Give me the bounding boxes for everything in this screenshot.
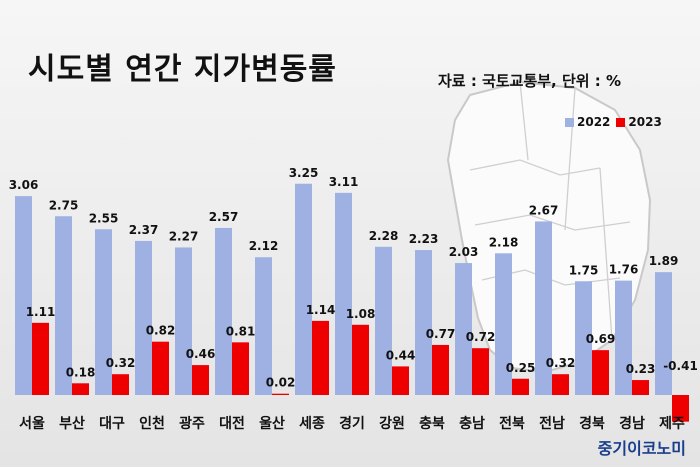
bar-2023-10: [432, 344, 449, 395]
tick-label-14: 경북: [579, 415, 605, 432]
tick-label-16: 제주: [659, 416, 685, 432]
bar-2022-9: [375, 246, 392, 395]
bar-2022-11: [455, 263, 472, 395]
tick-label-2: 대구: [99, 416, 125, 432]
data-label-2023-5: 0.81: [226, 324, 256, 338]
bar-2022-7: [295, 183, 312, 395]
bar-2023-0: [32, 322, 49, 395]
data-label-2022-7: 3.25: [289, 166, 319, 180]
brand-logo-text: 중기이코노미: [597, 439, 686, 458]
tick-label-12: 전북: [499, 415, 525, 432]
bar-2023-5: [232, 342, 249, 395]
bar-2023-3: [152, 341, 169, 395]
data-label-2023-7: 1.14: [306, 303, 336, 317]
data-label-2022-5: 2.57: [209, 210, 239, 224]
bar-2023-2: [112, 374, 129, 395]
bar-2023-12: [512, 378, 529, 395]
data-label-2023-14: 0.69: [586, 332, 616, 346]
bar-2022-1: [55, 216, 72, 395]
tick-label-4: 광주: [179, 415, 205, 432]
source-note: 자료 : 국토교통부, 단위 : %: [438, 72, 622, 90]
legend-swatch-2022: [565, 117, 574, 127]
bar-2022-4: [175, 247, 192, 395]
tick-label-8: 경기: [339, 415, 365, 432]
bar-2023-15: [632, 380, 649, 395]
bar-2023-14: [592, 350, 609, 395]
bar-2022-16: [655, 272, 672, 395]
data-label-2022-2: 2.55: [89, 211, 119, 225]
bar-2022-5: [215, 227, 232, 395]
tick-label-3: 인천: [139, 415, 165, 432]
bar-2023-6: [272, 393, 289, 395]
data-label-2022-11: 2.03: [449, 245, 479, 259]
tick-label-1: 부산: [59, 415, 85, 432]
data-label-2023-16: -0.41: [663, 359, 698, 373]
bar-2022-6: [255, 257, 272, 395]
data-label-2022-13: 2.67: [529, 203, 559, 217]
data-label-2022-8: 3.11: [329, 175, 359, 189]
data-label-2023-10: 0.77: [426, 327, 456, 341]
tick-label-10: 충북: [419, 416, 445, 432]
data-label-2022-1: 2.75: [49, 198, 79, 212]
bar-2022-2: [95, 229, 112, 395]
legend-item-2022: 2022: [565, 115, 610, 129]
data-label-2022-16: 1.89: [649, 254, 679, 268]
data-label-2023-13: 0.32: [546, 356, 576, 370]
data-label-2022-14: 1.75: [569, 263, 599, 277]
tick-label-0: 서울: [19, 415, 45, 432]
data-label-2023-4: 0.46: [186, 347, 216, 361]
tick-label-9: 강원: [379, 415, 405, 432]
bar-2023-16: [672, 395, 689, 422]
chart-legend: 2022 2023: [565, 115, 668, 129]
bar-2022-13: [535, 221, 552, 395]
bar-2023-8: [352, 324, 369, 395]
legend-swatch-2023: [616, 117, 626, 127]
data-label-2023-12: 0.25: [506, 361, 536, 375]
bar-2023-7: [312, 320, 329, 395]
tick-label-6: 울산: [259, 415, 285, 432]
data-label-2023-1: 0.18: [66, 365, 96, 379]
bar-2022-15: [615, 280, 632, 395]
tick-label-5: 대전: [219, 415, 245, 432]
data-label-2022-3: 2.37: [129, 223, 159, 237]
bar-2022-0: [15, 196, 32, 395]
bar-2022-14: [575, 281, 592, 395]
bar-2022-12: [495, 253, 512, 395]
data-label-2023-6: 0.02: [266, 376, 296, 390]
legend-label-2023: 2023: [628, 115, 662, 129]
data-label-2023-0: 1.11: [26, 305, 56, 319]
tick-label-15: 경남: [619, 415, 645, 432]
legend-label-2022: 2022: [577, 115, 611, 129]
bar-2023-1: [72, 383, 89, 395]
data-label-2023-11: 0.72: [466, 330, 496, 344]
bar-2023-11: [472, 348, 489, 395]
data-label-2023-8: 1.08: [346, 307, 376, 321]
page-title: 시도별 연간 지가변동률: [28, 52, 337, 87]
data-label-2023-9: 0.44: [386, 348, 416, 362]
data-label-2022-0: 3.06: [9, 178, 39, 192]
data-label-2022-9: 2.28: [369, 229, 399, 243]
data-label-2022-12: 2.18: [489, 235, 519, 249]
data-label-2022-4: 2.27: [169, 229, 199, 243]
data-label-2022-6: 2.12: [249, 239, 279, 253]
bar-2022-8: [335, 192, 352, 395]
bar-2022-10: [415, 250, 432, 395]
tick-label-13: 전남: [539, 415, 565, 432]
tick-label-11: 충남: [459, 415, 485, 432]
data-label-2023-15: 0.23: [626, 362, 656, 376]
data-label-2022-10: 2.23: [409, 232, 439, 246]
bar-2022-3: [135, 240, 152, 395]
data-label-2023-3: 0.82: [146, 324, 176, 338]
data-label-2023-2: 0.32: [106, 356, 136, 370]
bar-2023-13: [552, 374, 569, 395]
legend-item-2023: 2023: [616, 115, 662, 129]
bar-2023-4: [192, 365, 209, 395]
tick-label-7: 세종: [299, 416, 325, 432]
data-label-2022-15: 1.76: [609, 263, 639, 277]
bar-2023-9: [392, 366, 409, 395]
